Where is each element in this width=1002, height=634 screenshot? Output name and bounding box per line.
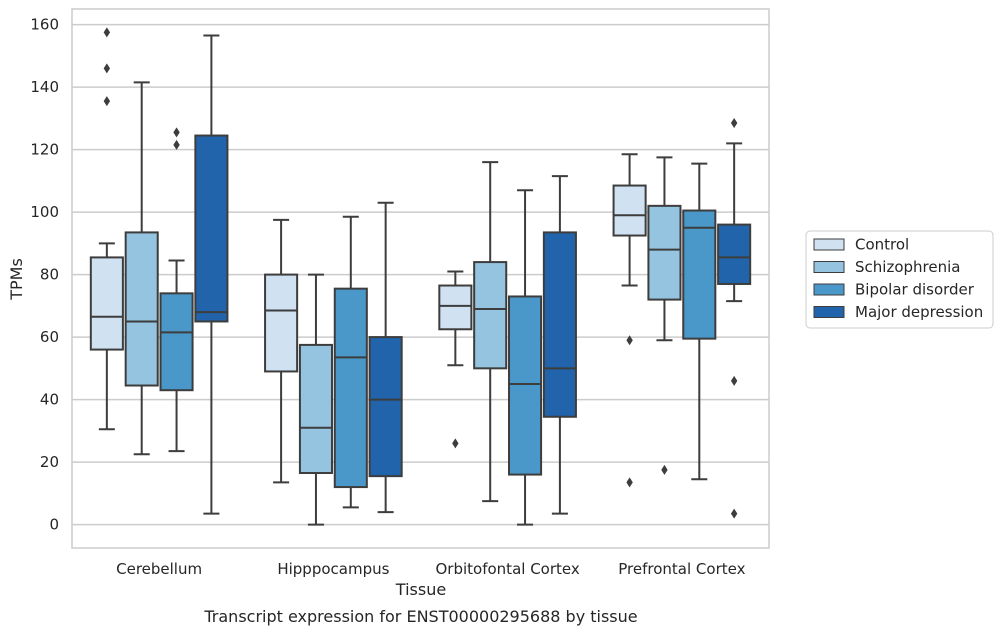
box-3-0 <box>194 34 229 515</box>
box-2-3 <box>682 162 717 481</box>
y-tick-label: 100 <box>30 203 59 221</box>
outlier-point <box>730 508 738 519</box>
box-0-3 <box>612 153 647 488</box>
outlier-point <box>103 63 111 74</box>
box-1-0 <box>124 81 159 456</box>
box-0-0 <box>89 242 124 431</box>
outlier-point <box>173 127 180 138</box>
box-1-2 <box>473 161 508 503</box>
legend-label: Schizophrenia <box>855 258 960 276</box>
box-body <box>542 231 577 418</box>
box-body <box>159 292 194 392</box>
y-tick-label: 40 <box>40 391 59 409</box>
box-body <box>194 134 229 323</box>
x-tick-label: Hipppocampus <box>277 560 389 578</box>
outlier-point <box>661 464 668 475</box>
y-tick-label: 160 <box>30 16 59 34</box>
legend-swatch <box>813 306 845 318</box>
y-tick-labels: 0 20 40 60 80 100 120 140 160 <box>30 16 59 534</box>
y-tick-label: 0 <box>49 516 59 534</box>
y-tick-label: 120 <box>30 141 59 159</box>
x-axis-title: Tissue <box>395 580 446 599</box>
outlier-point <box>103 96 111 107</box>
box-2-0 <box>159 127 194 453</box>
box-body <box>508 295 543 476</box>
outlier-point <box>730 375 738 386</box>
box-3-1 <box>368 201 403 514</box>
legend-frame <box>805 230 994 329</box>
y-axis-title: TPMs <box>7 258 26 301</box>
y-tick-label: 80 <box>40 266 59 284</box>
box-1-1 <box>298 273 333 526</box>
legend-label: Control <box>855 236 909 254</box>
box-2-2 <box>508 189 543 526</box>
y-tick-label: 140 <box>30 78 59 96</box>
box-2-1 <box>333 215 368 509</box>
x-tick-labels: Cerebellum Hipppocampus Orbitofontal Corte… <box>116 560 745 578</box>
box-1-3 <box>647 156 682 475</box>
legend: Control Schizophrenia Bipolar disorder Majo… <box>805 230 994 329</box>
box-0-2 <box>438 270 473 449</box>
box-body <box>473 261 508 370</box>
box-body <box>124 231 159 387</box>
legend-swatch <box>813 261 845 273</box>
x-tick-label: Cerebellum <box>116 560 202 578</box>
outlier-point <box>173 139 180 150</box>
plot-frame <box>71 8 770 549</box>
outlier-point <box>626 335 633 346</box>
box-groups <box>89 27 752 526</box>
outlier-point <box>452 438 459 449</box>
box-body <box>333 287 368 489</box>
box-body <box>682 209 717 340</box>
figure-caption: Transcript expression for ENST0000029568… <box>203 607 637 626</box>
box-body <box>298 343 333 475</box>
box-3-3 <box>717 118 752 519</box>
outlier-point <box>626 477 633 488</box>
x-tick-label: Orbitofontal Cortex <box>436 560 580 578</box>
box-body <box>717 223 752 285</box>
box-body <box>89 256 124 351</box>
box-3-2 <box>542 175 577 515</box>
legend-swatch <box>813 238 845 251</box>
y-tick-label: 20 <box>40 453 59 471</box>
outlier-point <box>730 118 738 129</box>
box-body <box>264 273 299 373</box>
legend-label: Bipolar disorder <box>855 281 975 299</box>
box-body <box>368 336 403 478</box>
x-tick-label: Prefrontal Cortex <box>618 560 745 578</box>
box-0-1 <box>264 218 299 484</box>
y-tick-label: 60 <box>40 328 59 346</box>
outlier-point <box>103 27 111 38</box>
box-body <box>647 204 682 301</box>
box-body <box>438 284 473 331</box>
legend-label: Major depression <box>855 303 983 321</box>
box-body <box>612 184 647 237</box>
legend-swatch <box>813 283 845 296</box>
